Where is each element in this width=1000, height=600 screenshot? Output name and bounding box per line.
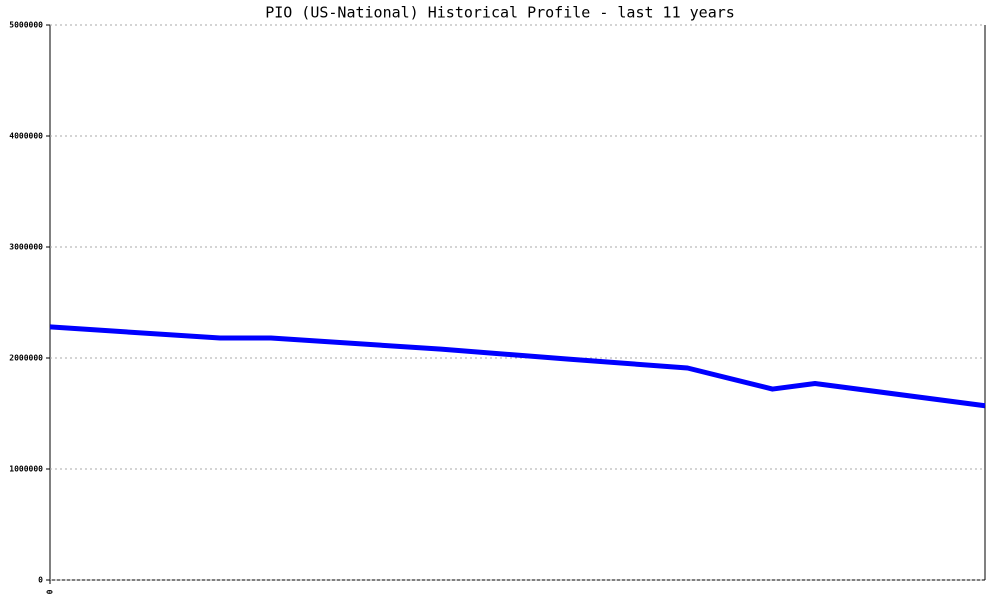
y-tick-label: 4000000 [9,132,43,141]
y-tick-label: 5000000 [9,21,43,30]
y-tick-label: 1000000 [9,465,43,474]
y-tick-label: 0 [38,576,43,585]
y-tick-label: 3000000 [9,243,43,252]
x-tick-label: 0 [46,589,55,594]
chart-title: PIO (US-National) Historical Profile - l… [265,4,735,22]
data-line [49,324,986,409]
y-tick-label: 2000000 [9,354,43,363]
